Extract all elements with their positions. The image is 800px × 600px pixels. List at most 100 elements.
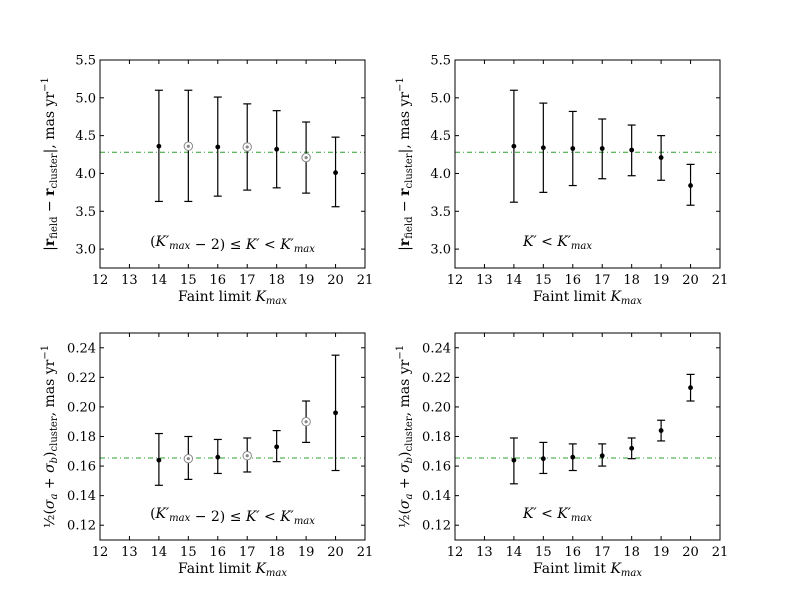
data-point bbox=[570, 454, 576, 460]
y-tick-label: 5.5 bbox=[75, 54, 96, 69]
data-point bbox=[511, 457, 517, 463]
y-tick-label: 5.5 bbox=[430, 54, 451, 69]
x-tick-label: 17 bbox=[594, 545, 611, 560]
data-point bbox=[511, 143, 517, 149]
y-tick-label: 3.5 bbox=[430, 205, 451, 220]
x-tick-label: 13 bbox=[476, 273, 493, 288]
x-tick-label: 16 bbox=[210, 545, 227, 560]
x-tick-label: 12 bbox=[447, 273, 464, 288]
data-point bbox=[688, 385, 693, 391]
y-tick-label: 0.16 bbox=[67, 460, 96, 475]
chart-panel-top-left: 12 13 14 15 16 17 18 19 20 21 3.0 3.5 4.0 4.5 5.0 5.5 Fa… bbox=[40, 54, 373, 308]
axes-frame bbox=[454, 59, 721, 269]
x-axis-label: Faint limit Kmax bbox=[178, 561, 287, 579]
y-tick-label: 3.0 bbox=[75, 243, 96, 258]
x-tick-label: 13 bbox=[476, 545, 493, 560]
y-axis-label: |rfield − rcluster|, mas yr−1 bbox=[40, 77, 60, 251]
data-point bbox=[156, 143, 162, 149]
x-tick-label: 12 bbox=[92, 545, 109, 560]
y-tick-label: 0.18 bbox=[422, 430, 451, 445]
y-tick-label: 0.18 bbox=[67, 430, 96, 445]
x-tick-label: 21 bbox=[712, 273, 729, 288]
y-tick-label: 0.20 bbox=[67, 400, 96, 415]
x-tick-label: 21 bbox=[712, 545, 729, 560]
y-tick-label: 0.22 bbox=[67, 371, 96, 386]
data-point bbox=[274, 444, 280, 450]
x-axis-label: Faint limit Kmax bbox=[533, 561, 642, 579]
x-tick-label: 14 bbox=[506, 545, 523, 560]
y-tick-label: 0.20 bbox=[422, 400, 451, 415]
x-tick-label: 21 bbox=[357, 545, 374, 560]
chart-panel-bottom-left: 12 13 14 15 16 17 18 19 20 21 0.12 0.14 0.16 0.18 0.20… bbox=[40, 332, 374, 579]
y-tick-label: 4.0 bbox=[430, 167, 451, 182]
y-tick-label: 0.14 bbox=[422, 489, 451, 504]
x-tick-label: 18 bbox=[623, 273, 640, 288]
data-point bbox=[629, 445, 635, 451]
data-point bbox=[540, 456, 546, 462]
data-point bbox=[245, 454, 249, 458]
x-tick-label: 12 bbox=[447, 545, 464, 560]
data-point bbox=[570, 146, 576, 151]
x-tick-label: 17 bbox=[239, 273, 256, 288]
data-point bbox=[599, 453, 605, 459]
y-tick-label: 5.0 bbox=[75, 91, 96, 106]
x-tick-label: 12 bbox=[92, 273, 109, 288]
x-tick-label: 19 bbox=[653, 273, 670, 288]
x-tick-label: 20 bbox=[327, 545, 344, 560]
x-tick-label: 20 bbox=[682, 273, 699, 288]
y-tick-label: 3.5 bbox=[75, 205, 96, 220]
x-axis-label: Faint limit Kmax bbox=[533, 289, 642, 307]
chart-panel-top-right: 12 13 14 15 16 17 18 19 20 21 3.0 3.5 4.0 4.5 5.0 5.5 Fa… bbox=[395, 54, 728, 308]
x-tick-label: 15 bbox=[535, 545, 552, 560]
y-tick-label: 4.5 bbox=[75, 129, 96, 144]
y-tick-label: 0.12 bbox=[67, 519, 96, 534]
x-tick-label: 15 bbox=[180, 273, 197, 288]
data-point bbox=[245, 145, 249, 149]
panel-annotation: K′ < K′max bbox=[522, 506, 592, 524]
x-tick-label: 18 bbox=[268, 545, 285, 560]
data-point bbox=[658, 428, 664, 433]
x-tick-label: 18 bbox=[623, 545, 640, 560]
data-point bbox=[215, 144, 221, 150]
y-tick-label: 5.0 bbox=[430, 91, 451, 106]
x-tick-label: 17 bbox=[594, 273, 611, 288]
y-tick-label: 0.16 bbox=[422, 460, 451, 475]
y-tick-label: 4.0 bbox=[75, 167, 96, 182]
x-tick-label: 17 bbox=[239, 545, 256, 560]
data-point bbox=[333, 170, 338, 176]
y-tick-label: 4.5 bbox=[430, 129, 451, 144]
data-point bbox=[629, 147, 635, 153]
panel-annotation: (K′max − 2) ≤ K′ < K′max bbox=[150, 506, 315, 527]
axes-frame bbox=[454, 332, 721, 541]
x-tick-label: 16 bbox=[565, 545, 582, 560]
panel-annotation: K′ < K′max bbox=[522, 234, 592, 252]
x-tick-label: 14 bbox=[151, 273, 168, 288]
x-tick-label: 16 bbox=[210, 273, 227, 288]
data-point bbox=[186, 457, 190, 461]
x-tick-label: 20 bbox=[682, 545, 699, 560]
x-tick-label: 15 bbox=[180, 545, 197, 560]
x-tick-label: 13 bbox=[121, 273, 138, 288]
panel-annotation: (K′max − 2) ≤ K′ < K′max bbox=[150, 234, 315, 255]
data-point bbox=[186, 144, 190, 148]
data-point bbox=[658, 155, 664, 160]
y-tick-label: 0.12 bbox=[422, 519, 451, 534]
x-tick-label: 19 bbox=[298, 545, 315, 560]
x-tick-label: 18 bbox=[268, 273, 285, 288]
x-tick-label: 19 bbox=[653, 545, 670, 560]
data-point bbox=[215, 454, 221, 460]
data-point bbox=[599, 146, 605, 151]
y-axis-label: |rfield − rcluster|, mas yr−1 bbox=[395, 77, 415, 251]
x-axis-label: Faint limit Kmax bbox=[178, 289, 287, 307]
x-tick-label: 15 bbox=[535, 273, 552, 288]
y-axis-label: ½(σa + σb)cluster, mas yr−1 bbox=[40, 345, 60, 528]
x-tick-label: 14 bbox=[506, 273, 523, 288]
y-tick-label: 3.0 bbox=[430, 243, 451, 258]
x-tick-label: 21 bbox=[357, 273, 374, 288]
x-tick-label: 14 bbox=[151, 545, 168, 560]
data-point bbox=[304, 155, 308, 160]
chart-panel-bottom-right: 12 13 14 15 16 17 18 19 20 21 0.12 0.14 0.16 0.18 0.20… bbox=[395, 332, 729, 579]
data-point bbox=[688, 183, 693, 188]
x-tick-label: 19 bbox=[298, 273, 315, 288]
